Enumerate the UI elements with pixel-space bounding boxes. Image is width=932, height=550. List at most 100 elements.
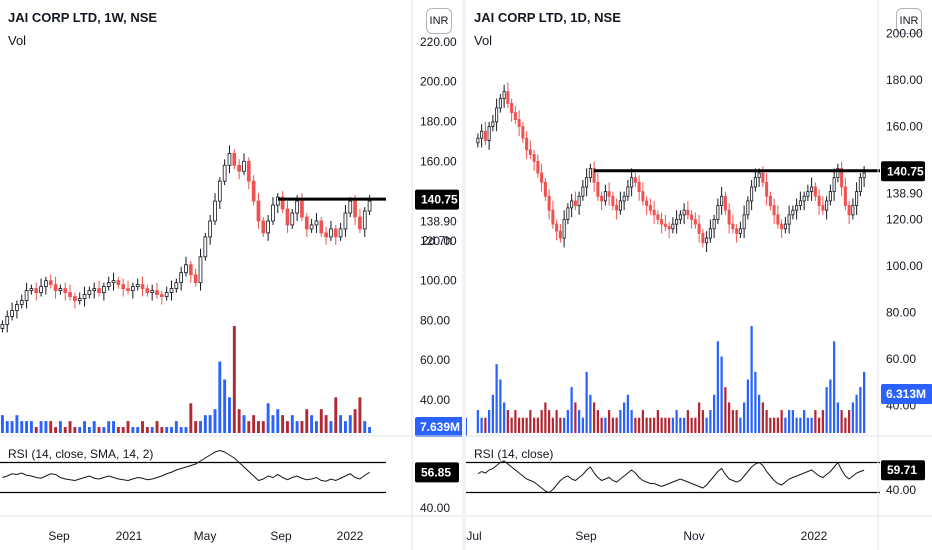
volume-bar xyxy=(10,421,14,433)
candle xyxy=(588,167,592,179)
candle xyxy=(483,130,487,141)
y-tick-label: 160.00 xyxy=(886,120,923,134)
volume-bar xyxy=(705,417,708,433)
volume-bar xyxy=(348,415,352,433)
volume-bar xyxy=(286,421,289,433)
volume-bar xyxy=(833,341,836,433)
candle xyxy=(513,112,517,120)
candle xyxy=(58,288,63,291)
volume-bar xyxy=(683,417,686,433)
candle xyxy=(708,228,712,239)
candle xyxy=(92,288,97,291)
volume-bar xyxy=(840,410,843,433)
candle xyxy=(821,205,825,211)
candle xyxy=(271,204,275,222)
y-tick-label: 200.00 xyxy=(420,75,457,89)
candle xyxy=(731,223,735,230)
close-price-label: 138.90 xyxy=(886,186,923,200)
volume-bar xyxy=(160,427,164,433)
candle xyxy=(480,130,484,139)
y-tick-label: 120.00 xyxy=(886,212,923,226)
volume-bar xyxy=(574,402,577,433)
volume-bar xyxy=(589,394,592,433)
candle xyxy=(517,119,521,127)
candle xyxy=(10,310,14,317)
candle xyxy=(261,220,266,234)
currency-badge[interactable]: INR xyxy=(426,8,452,34)
volume-bar xyxy=(563,417,566,433)
volume-bar xyxy=(495,364,498,433)
rsi-value-badge xyxy=(415,462,459,483)
volume-bar xyxy=(329,421,333,433)
volume-bar xyxy=(165,427,169,433)
volume-value: 7.639M xyxy=(420,420,460,434)
candle xyxy=(179,272,184,284)
volume-bar xyxy=(720,356,723,433)
candle xyxy=(348,200,353,214)
volume-bar xyxy=(623,402,626,433)
weekly-chart-canvas[interactable]: 220.00200.00180.00160.00140.00120.00100.… xyxy=(0,0,467,550)
candle xyxy=(87,290,92,295)
daily-chart-canvas[interactable]: 200.00180.00160.00140.00120.00100.0080.0… xyxy=(466,0,932,550)
volume-bar xyxy=(799,417,802,433)
candle xyxy=(155,290,159,295)
candle xyxy=(607,191,611,197)
candle xyxy=(140,284,145,290)
candle xyxy=(656,214,660,220)
volume-bar xyxy=(863,371,866,433)
candle xyxy=(502,91,506,100)
volume-bar xyxy=(141,421,144,433)
volume-bar xyxy=(675,410,678,433)
candle xyxy=(832,177,836,193)
volume-bar xyxy=(358,397,362,433)
y-tick-label: 120.00 xyxy=(420,234,457,248)
candle xyxy=(551,209,555,225)
y-tick-label: 180.00 xyxy=(420,115,457,129)
candle xyxy=(491,121,495,127)
y-tick-label: 40.00 xyxy=(420,393,450,407)
volume-value-badge xyxy=(415,417,467,437)
candle xyxy=(862,172,866,179)
candle xyxy=(333,228,338,238)
x-tick-label: Nov xyxy=(683,529,704,543)
volume-bar xyxy=(664,417,667,433)
candle xyxy=(611,195,615,206)
candle xyxy=(573,200,577,206)
volume-bar xyxy=(709,410,712,433)
weekly-chart-panel[interactable]: JAI CORP LTD, 1W, NSE Vol INR 220.00 200.… xyxy=(0,0,467,550)
candle xyxy=(663,223,667,227)
volume-bar xyxy=(540,410,543,433)
volume-bar xyxy=(305,409,309,433)
candle xyxy=(750,186,754,202)
volume-bar xyxy=(551,417,554,433)
volume-bar xyxy=(750,326,753,433)
candle xyxy=(806,191,810,197)
volume-bar xyxy=(791,410,794,433)
volume-bar xyxy=(247,421,251,433)
volume-bar xyxy=(480,417,483,433)
candle xyxy=(329,228,333,238)
candle xyxy=(362,210,367,230)
daily-chart-panel[interactable]: JAI CORP LTD, 1D, NSE Vol INR 200.00 180.… xyxy=(466,0,932,550)
rsi-line xyxy=(2,449,370,482)
volume-value-badge xyxy=(881,384,932,404)
rsi-tick-label: 40.00 xyxy=(420,501,450,515)
candle xyxy=(203,236,208,258)
candle xyxy=(358,216,362,230)
volume-bar xyxy=(600,417,603,433)
candle xyxy=(727,209,731,225)
rsi-line xyxy=(477,460,865,494)
currency-badge[interactable]: INR xyxy=(896,8,922,34)
y-tick-label: 200.00 xyxy=(886,27,923,41)
candle xyxy=(637,181,641,193)
candle xyxy=(314,220,319,226)
candle xyxy=(29,288,34,291)
volume-bar xyxy=(615,417,618,433)
candle xyxy=(222,164,227,182)
volume-bar xyxy=(49,421,53,433)
candle xyxy=(660,219,664,225)
panel-divider[interactable] xyxy=(462,0,466,550)
x-tick-label: May xyxy=(194,529,217,543)
candle xyxy=(193,274,198,284)
volume-bar xyxy=(20,421,24,433)
